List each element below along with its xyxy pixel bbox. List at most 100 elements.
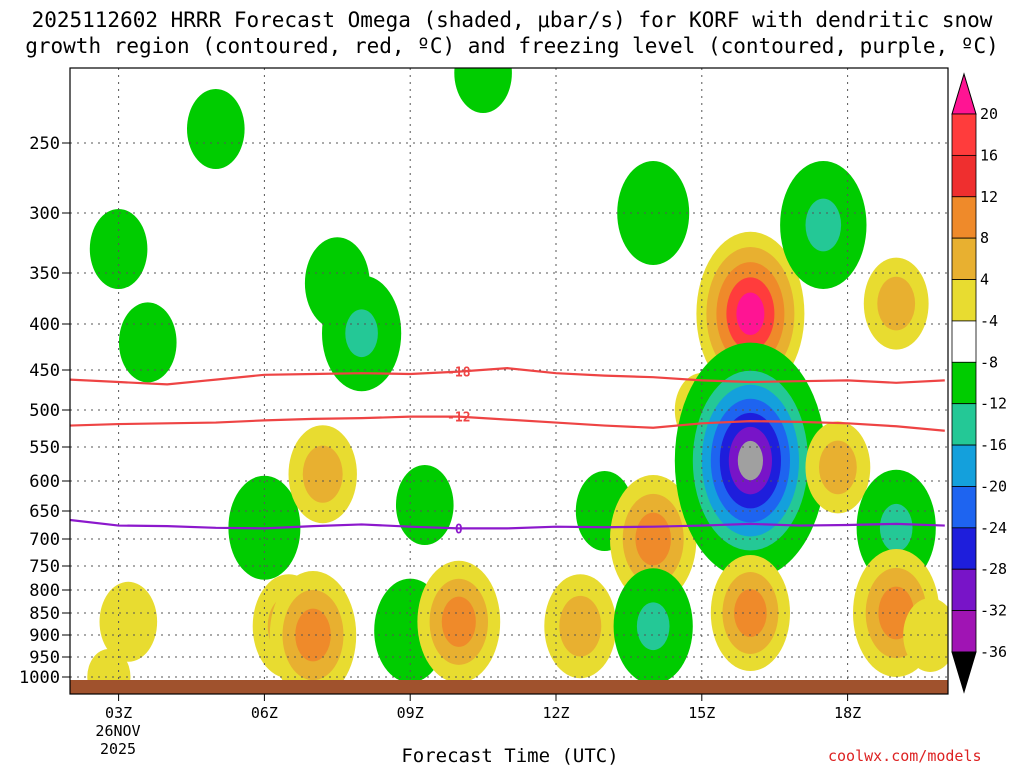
colorbar-band <box>951 279 977 322</box>
contour-line-0 <box>70 518 945 530</box>
omega-cell <box>395 465 454 545</box>
y-tick-label: 600 <box>29 472 60 492</box>
x-tick-label: 09Z <box>397 704 424 722</box>
colorbar-label: -4 <box>980 312 998 330</box>
contour-label-0: 0 <box>455 522 463 537</box>
omega-band <box>395 465 454 545</box>
omega-cell <box>89 209 148 289</box>
colorbar-band <box>951 444 977 487</box>
colorbar-band <box>951 361 977 405</box>
omega-band <box>805 198 842 252</box>
omega-cell <box>674 342 827 579</box>
omega-cell <box>99 581 158 662</box>
colorbar-top-arrow <box>951 72 977 115</box>
y-tick-label: 300 <box>29 204 60 224</box>
omega-cell <box>863 257 929 350</box>
omega-band <box>736 292 765 336</box>
y-tick-label: 350 <box>29 264 60 284</box>
colorbar-label: 8 <box>980 229 989 247</box>
colorbar-label: -8 <box>980 353 998 371</box>
colorbar-band <box>951 154 977 198</box>
y-tick-label: 750 <box>29 557 60 577</box>
omega-cell <box>544 574 617 679</box>
colorbar-band <box>951 527 977 570</box>
omega-band <box>441 596 476 647</box>
omega-band <box>632 182 675 244</box>
colorbar-band <box>951 403 977 446</box>
colorbar-label: -36 <box>980 643 1007 661</box>
colorbar-label: 4 <box>980 271 989 289</box>
omega-band <box>877 276 916 331</box>
date-label-line2: 2025 <box>100 740 136 758</box>
y-tick-label: 650 <box>29 502 60 522</box>
omega-cell <box>417 560 501 683</box>
omega-cell <box>805 421 871 514</box>
colorbar-bottom-arrow <box>951 651 977 694</box>
y-tick-label: 900 <box>29 626 60 646</box>
source-credit[interactable]: coolwx.com/models <box>828 747 982 765</box>
omega-cell <box>613 568 693 685</box>
colorbar-band <box>951 486 977 529</box>
contour-line--12 <box>70 415 945 432</box>
x-axis-label: Forecast Time (UTC) <box>401 745 619 767</box>
contour-label--12: -12 <box>447 411 470 426</box>
contour-label--18: -18 <box>447 366 471 381</box>
omega-band <box>99 581 158 662</box>
colorbar-label: -24 <box>980 519 1007 537</box>
omega-band <box>118 302 177 383</box>
colorbar-label: -16 <box>980 436 1007 454</box>
omega-band <box>559 595 602 657</box>
x-tick-label: 18Z <box>834 704 861 722</box>
omega-cell <box>269 571 357 694</box>
contour-line--18 <box>70 367 945 386</box>
plot-frame <box>69 67 949 695</box>
omega-band <box>636 602 670 651</box>
x-tick-label: 12Z <box>542 704 569 722</box>
colorbar-label: -12 <box>980 395 1007 413</box>
y-tick-label: 500 <box>29 401 60 421</box>
y-tick-label: 450 <box>29 361 60 381</box>
colorbar-label: -28 <box>980 560 1007 578</box>
x-tick-label: 03Z <box>105 704 132 722</box>
omega-cell <box>617 161 690 265</box>
x-tick-label: 15Z <box>688 704 715 722</box>
omega-band <box>879 503 913 552</box>
date-label-line1: 26NOV <box>95 722 140 740</box>
omega-cell <box>610 475 697 603</box>
omega-band <box>187 89 245 169</box>
ground-terrain <box>70 680 948 694</box>
y-tick-label: 950 <box>29 648 60 668</box>
omega-cell <box>454 68 512 113</box>
omega-band <box>737 440 764 481</box>
colorbar-band <box>951 610 977 653</box>
colorbar-band <box>951 568 977 612</box>
y-tick-label: 400 <box>29 315 60 335</box>
y-tick-label: 800 <box>29 581 60 601</box>
omega-cell <box>187 89 245 169</box>
colorbar-band <box>951 196 977 239</box>
y-tick-label: 250 <box>29 134 60 154</box>
colorbar-label: -20 <box>980 477 1007 495</box>
omega-band <box>89 209 148 289</box>
x-tick-label: 06Z <box>251 704 278 722</box>
omega-band <box>295 608 331 662</box>
y-tick-label: 700 <box>29 530 60 550</box>
colorbar-label: 16 <box>980 146 998 164</box>
omega-band <box>818 440 857 495</box>
omega-cell <box>322 275 402 392</box>
colorbar-band <box>951 113 977 156</box>
omega-band <box>345 309 378 358</box>
omega-cell <box>118 302 177 383</box>
colorbar-label: 12 <box>980 188 998 206</box>
y-tick-label: 1000 <box>19 668 60 688</box>
omega-cell <box>780 161 867 289</box>
omega-band <box>454 68 512 113</box>
omega-band <box>302 445 343 503</box>
colorbar-band <box>951 320 977 363</box>
colorbar-label: -32 <box>980 602 1007 620</box>
y-tick-label: 550 <box>29 438 60 458</box>
omega-cell <box>288 425 357 524</box>
colorbar-band <box>951 237 977 280</box>
